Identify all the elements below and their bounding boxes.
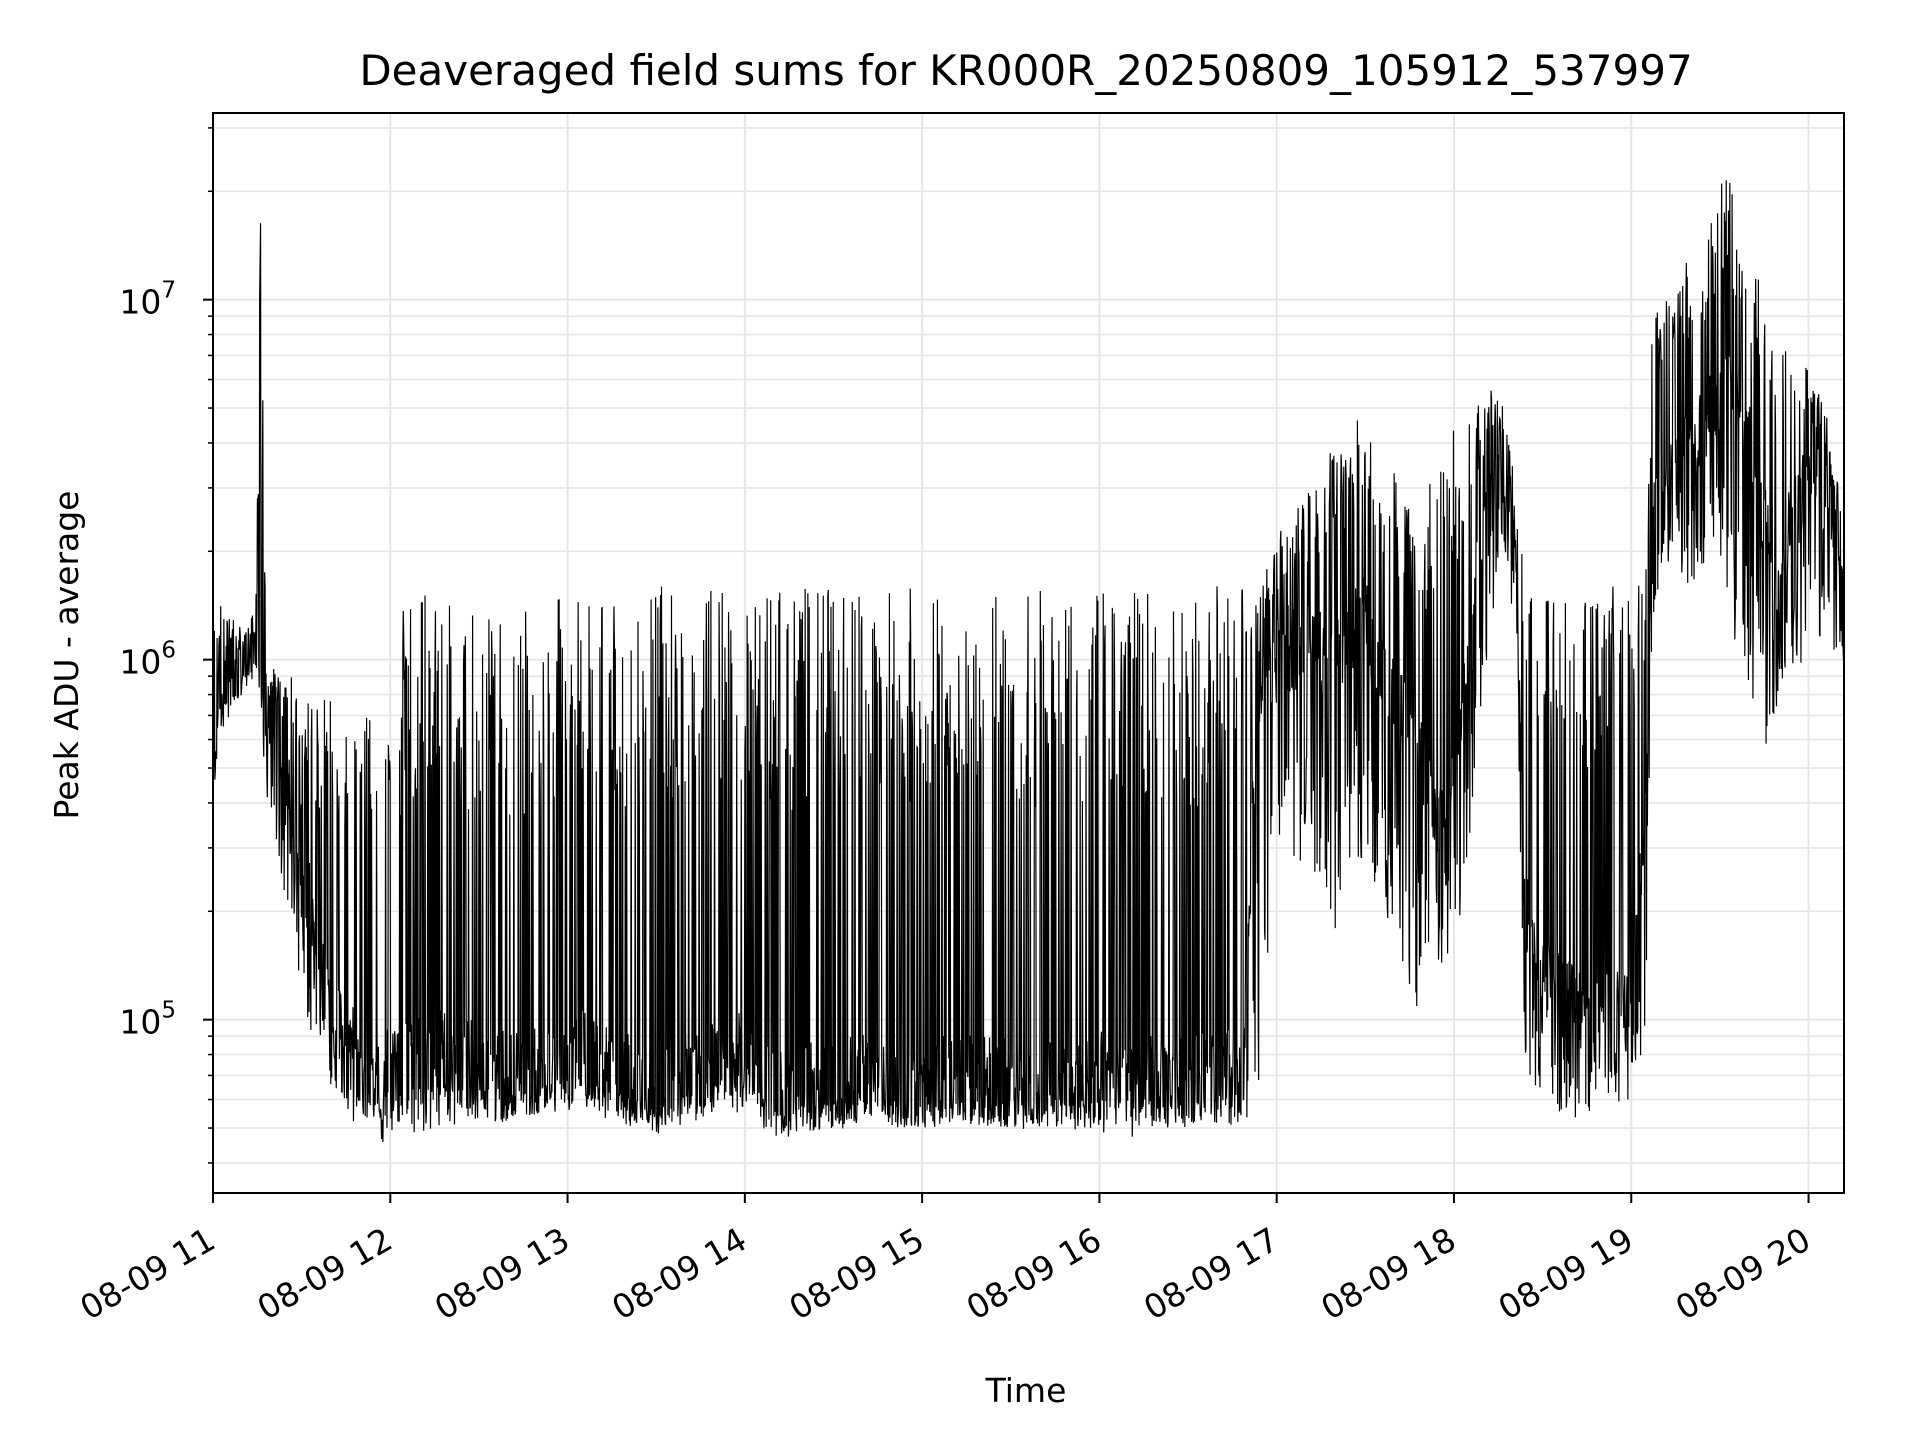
x-axis-label: Time <box>985 1371 1067 1410</box>
y-tick-label: 106 <box>119 638 176 682</box>
series-line <box>212 180 1845 1142</box>
y-tick-label-base: 10 <box>119 643 161 682</box>
y-tick-label-base: 10 <box>119 1003 161 1042</box>
y-axis-label: Peak ADU - average <box>47 491 86 820</box>
y-tick-label: 105 <box>119 998 176 1042</box>
y-tick-label-exponent: 7 <box>161 278 176 304</box>
y-tick-label-base: 10 <box>119 283 161 322</box>
y-tick-label-exponent: 6 <box>161 638 176 664</box>
series-layer <box>212 180 1845 1142</box>
y-tick-label-exponent: 5 <box>161 998 176 1024</box>
y-tick-label: 107 <box>119 278 176 322</box>
plot-frame <box>212 112 1845 1194</box>
chart-title: Deaveraged field sums for KR000R_2025080… <box>359 46 1692 95</box>
